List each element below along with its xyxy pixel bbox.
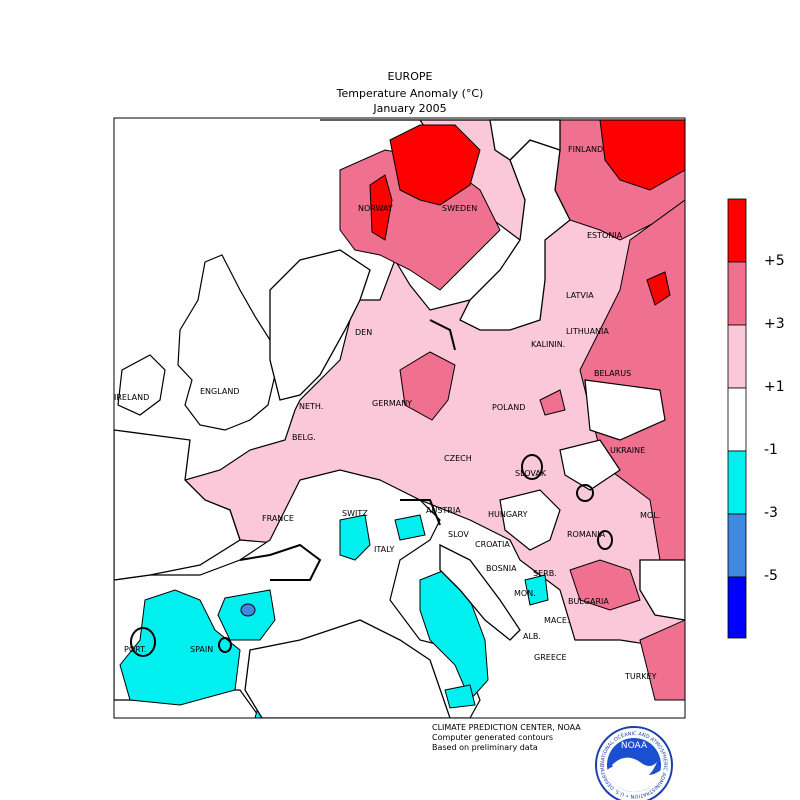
contour-lines	[130, 319, 613, 657]
legend-swatch-m3to-m5	[727, 513, 747, 578]
label-greece: GREECE	[534, 653, 567, 662]
label-slovak: SLOVAK	[515, 469, 547, 478]
legend-swatch-neutral	[727, 387, 747, 452]
legend-label-minus3: -3	[764, 505, 778, 521]
label-latvia: LATVIA	[566, 291, 594, 300]
label-germany: GERMANY	[372, 399, 412, 408]
noaa-logo-text: NOAA	[621, 741, 648, 751]
label-mol: MOL.	[640, 511, 660, 520]
label-turkey: TURKEY	[624, 672, 657, 681]
label-poland: POLAND	[492, 403, 525, 412]
map-subtitle: Temperature Anomaly (°C)	[336, 87, 484, 100]
label-belg: BELG.	[292, 433, 316, 442]
map-content: FINLAND NORWAY SWEDEN ESTONIA LATVIA LIT…	[114, 119, 685, 718]
color-legend	[727, 198, 747, 639]
legend-label-plus1: +1	[764, 379, 785, 395]
label-serb: SERB.	[533, 569, 557, 578]
anomaly-zone-plus5	[369, 119, 685, 306]
label-neth: NETH.	[299, 402, 323, 411]
label-romania: ROMANIA	[567, 530, 606, 539]
legend-swatch-m1to-m3	[727, 450, 747, 515]
legend-swatch-3to5	[727, 261, 747, 326]
credit-line-1: CLIMATE PREDICTION CENTER, NOAA	[432, 723, 581, 732]
label-austria: AUSTRIA	[426, 506, 461, 515]
label-slov: SLOV	[448, 530, 469, 539]
legend-swatch-gt5	[727, 198, 747, 263]
label-croatia: CROATIA	[475, 540, 510, 549]
label-estonia: ESTONIA	[587, 231, 623, 240]
label-ireland: IRELAND	[114, 393, 149, 402]
label-finland: FINLAND	[568, 145, 603, 154]
country-labels: FINLAND NORWAY SWEDEN ESTONIA LATVIA LIT…	[114, 145, 660, 681]
label-spain: SPAIN	[190, 645, 213, 654]
label-france: FRANCE	[262, 514, 294, 523]
label-czech: CZECH	[444, 454, 472, 463]
label-bulgaria: BULGARIA	[568, 597, 609, 606]
label-england: ENGLAND	[200, 387, 240, 396]
label-alb: ALB.	[523, 632, 541, 641]
label-swit: SWITZ	[342, 509, 368, 518]
legend-label-minus1: -1	[764, 442, 778, 458]
credit-line-2: Computer generated contours	[432, 733, 554, 742]
map-period: January 2005	[373, 102, 447, 115]
legend-label-plus3: +3	[764, 316, 785, 332]
land-neutral	[117, 254, 276, 431]
map-frame	[113, 117, 686, 719]
label-belarus: BELARUS	[594, 369, 631, 378]
legend-swatch-lt-m5	[727, 576, 747, 639]
label-ukraine: UKRAINE	[610, 446, 645, 455]
label-bosnia: BOSNIA	[486, 564, 517, 573]
label-mon: MON.	[514, 589, 536, 598]
sea-areas	[114, 119, 685, 718]
label-hungary: HUNGARY	[488, 510, 528, 519]
label-mace: MACE.	[544, 616, 569, 625]
legend-swatch-1to3	[727, 324, 747, 389]
map-title: EUROPE	[387, 70, 433, 83]
label-norway: NORWAY	[358, 204, 393, 213]
label-lithuania: LITHUANIA	[566, 327, 609, 336]
label-sweden: SWEDEN	[442, 204, 477, 213]
label-kalinin: KALININ.	[531, 340, 565, 349]
label-port: PORT.	[124, 645, 147, 654]
anomaly-zone-minus3	[240, 603, 256, 617]
label-den: DEN	[355, 328, 372, 337]
legend-label-minus5: -5	[764, 568, 778, 584]
credit-line-3: Based on preliminary data	[432, 743, 538, 752]
legend-label-plus5: +5	[764, 253, 785, 269]
label-ital: ITALY	[374, 545, 394, 554]
